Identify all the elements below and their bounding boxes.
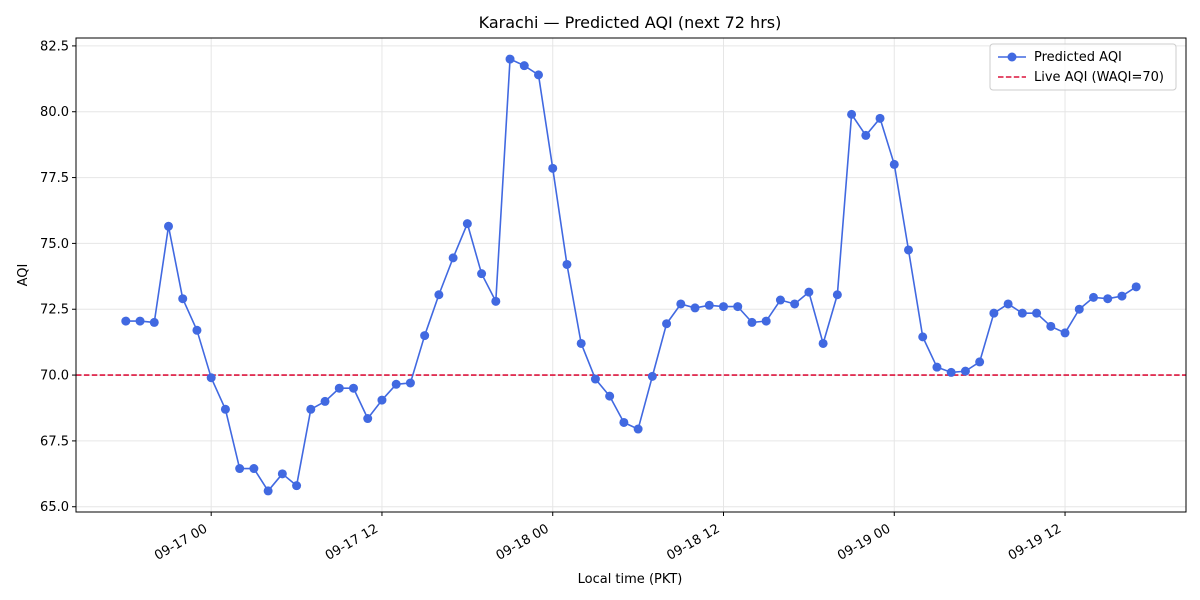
data-point bbox=[263, 486, 273, 496]
data-point bbox=[1074, 304, 1084, 314]
data-point bbox=[647, 371, 657, 381]
legend: Predicted AQI Live AQI (WAQI=70) bbox=[989, 43, 1177, 91]
legend-label-predicted-aqi: Predicted AQI bbox=[1034, 50, 1122, 65]
y-axis-label: AQI bbox=[16, 264, 31, 287]
data-point bbox=[334, 383, 344, 393]
data-point bbox=[690, 303, 700, 313]
data-point bbox=[633, 424, 643, 434]
data-point bbox=[448, 253, 458, 263]
data-point bbox=[946, 367, 956, 377]
data-point bbox=[349, 383, 358, 393]
data-point bbox=[277, 469, 287, 479]
data-point bbox=[534, 70, 543, 80]
data-point bbox=[1117, 291, 1127, 301]
data-point bbox=[149, 317, 159, 327]
data-point bbox=[306, 404, 316, 414]
data-point bbox=[576, 338, 586, 348]
y-tick-label: 65.0 bbox=[40, 500, 69, 515]
data-point bbox=[804, 287, 814, 297]
series-layer bbox=[121, 54, 1141, 496]
data-point bbox=[491, 296, 501, 306]
data-point bbox=[904, 245, 913, 255]
legend-label-live-aqi: Live AQI (WAQI=70) bbox=[1034, 70, 1164, 85]
data-point bbox=[562, 259, 572, 269]
data-point bbox=[519, 61, 529, 71]
data-point bbox=[975, 357, 985, 367]
data-point bbox=[1089, 292, 1098, 302]
data-point bbox=[1103, 294, 1113, 304]
data-point bbox=[377, 395, 387, 405]
data-point bbox=[1017, 308, 1027, 318]
y-tick-label: 75.0 bbox=[40, 237, 69, 252]
legend-marker-predicted-aqi bbox=[1007, 52, 1017, 62]
y-tick-label: 80.0 bbox=[40, 105, 69, 120]
data-point bbox=[932, 362, 942, 372]
data-point bbox=[1032, 308, 1042, 318]
data-point bbox=[818, 338, 828, 348]
data-point bbox=[1131, 282, 1141, 292]
data-point bbox=[619, 417, 629, 427]
data-point bbox=[590, 374, 600, 384]
data-point bbox=[235, 464, 245, 474]
data-point bbox=[220, 404, 230, 414]
data-point bbox=[363, 414, 373, 424]
data-point bbox=[861, 130, 871, 140]
data-point bbox=[121, 316, 131, 326]
data-point bbox=[733, 302, 743, 312]
data-point bbox=[918, 332, 928, 342]
y-tick-label: 77.5 bbox=[40, 171, 69, 186]
data-point bbox=[548, 163, 558, 173]
data-point bbox=[206, 373, 216, 383]
data-point bbox=[847, 109, 857, 119]
y-tick-label: 82.5 bbox=[40, 39, 69, 54]
data-point bbox=[292, 481, 302, 491]
data-point bbox=[790, 299, 800, 309]
data-point bbox=[989, 308, 999, 318]
y-tick-label: 70.0 bbox=[40, 369, 69, 384]
data-point bbox=[462, 219, 472, 229]
y-tick-label: 72.5 bbox=[40, 303, 69, 318]
data-point bbox=[662, 319, 672, 329]
data-point bbox=[1003, 299, 1013, 309]
data-point bbox=[1046, 321, 1056, 331]
plot-frame bbox=[75, 37, 1187, 513]
data-point bbox=[320, 396, 330, 406]
data-point bbox=[1060, 328, 1070, 338]
data-point bbox=[164, 221, 173, 231]
data-point bbox=[135, 316, 145, 326]
data-point bbox=[178, 294, 188, 304]
data-point bbox=[505, 54, 515, 64]
data-point bbox=[875, 113, 885, 123]
chart-title: Karachi — Predicted AQI (next 72 hrs) bbox=[479, 13, 782, 32]
data-point bbox=[719, 302, 728, 312]
data-point bbox=[960, 366, 970, 376]
data-point bbox=[249, 464, 259, 474]
data-point bbox=[434, 290, 444, 300]
data-point bbox=[704, 300, 714, 310]
data-point bbox=[747, 317, 757, 327]
data-point bbox=[420, 331, 430, 341]
data-point bbox=[192, 325, 202, 335]
data-point bbox=[889, 159, 899, 169]
y-tick-label: 67.5 bbox=[40, 434, 69, 449]
data-point bbox=[676, 299, 686, 309]
legend-box bbox=[989, 43, 1177, 91]
data-point bbox=[832, 290, 842, 300]
data-point bbox=[477, 269, 487, 279]
x-axis-label: Local time (PKT) bbox=[578, 572, 683, 587]
data-point bbox=[775, 295, 785, 305]
data-point bbox=[391, 379, 401, 389]
data-point bbox=[405, 378, 415, 388]
data-point bbox=[605, 391, 615, 401]
data-point bbox=[761, 316, 771, 326]
